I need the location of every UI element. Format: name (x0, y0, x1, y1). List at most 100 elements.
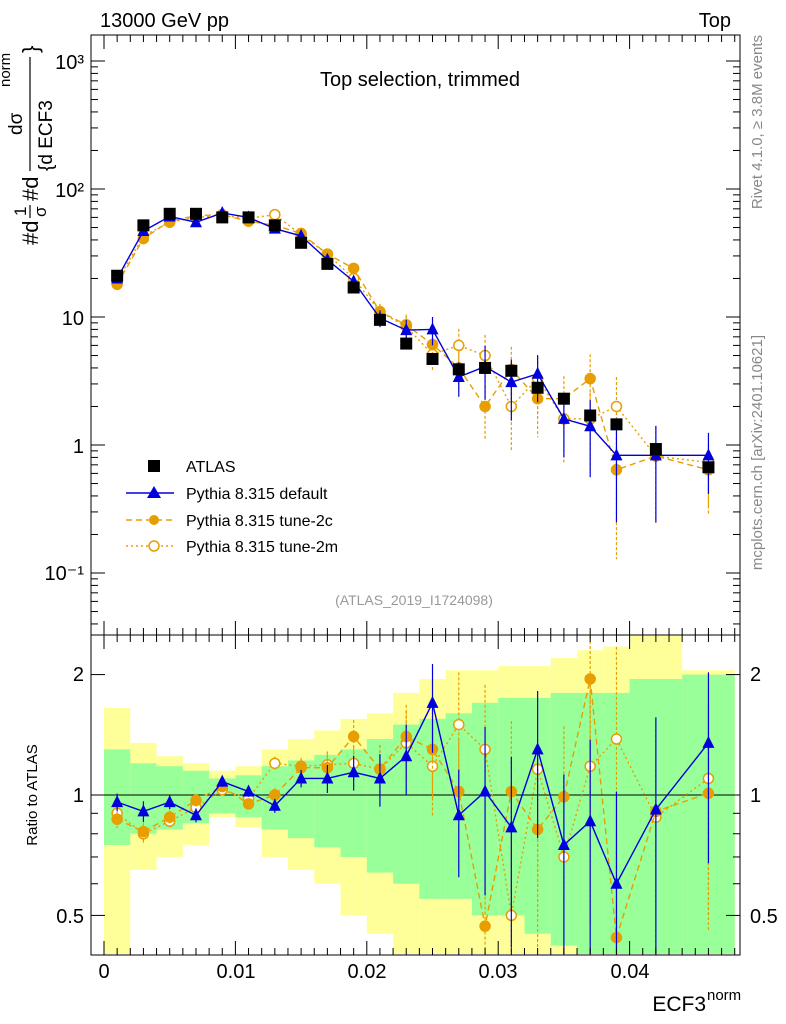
main-point-pythia-8-315-default (702, 448, 715, 461)
main-point-atlas (505, 364, 518, 377)
xtick-label: 0.02 (348, 961, 387, 983)
ratio-point-pythia-8-315-tune-2c (584, 673, 596, 685)
ratio-point-pythia-8-315-tune-2m (269, 757, 281, 770)
main-point-pythia-8-315-tune-2m (453, 339, 465, 352)
ratio-ytick-label: 2 (73, 664, 84, 686)
ratio-point-pythia-8-315-default (557, 837, 570, 850)
main-point-atlas (189, 207, 202, 220)
main-point-pythia-8-315-default (452, 369, 465, 382)
main-point-atlas (321, 257, 334, 270)
ratio-point-pythia-8-315-default (505, 820, 518, 833)
svg-text:1: 1 (11, 207, 30, 216)
ratio-ytick-label: 1 (73, 785, 84, 807)
x-axis-label-sup: norm (707, 987, 741, 1004)
svg-text:#d: #d (18, 177, 43, 201)
main-ytick-label: 10 (62, 308, 84, 330)
ratio-point-pythia-8-315-tune-2c (163, 811, 176, 823)
main-point-atlas (347, 281, 360, 294)
x-axis-label: ECF3 (652, 993, 706, 1016)
ratio-point-pythia-8-315-default (137, 804, 150, 817)
energy-label: 13000 GeV pp (100, 10, 229, 32)
main-point-atlas (295, 236, 308, 249)
axis-ticks (91, 35, 740, 955)
main-ytick-label: 10⁻¹ (45, 563, 85, 585)
ratio-point-pythia-8-315-tune-2c (111, 813, 123, 825)
process-label: Top (699, 10, 731, 32)
mcplots-label: mcplots.cern.ch [arXiv:2401.10621] (749, 335, 766, 570)
svg-text:{d ECF3: {d ECF3 (36, 100, 57, 171)
ratio-point-pythia-8-315-default (321, 771, 334, 784)
ratio-point-pythia-8-315-default (584, 814, 597, 827)
main-ytick-label: 10² (55, 180, 84, 202)
legend-label: Pythia 8.315 tune-2m (186, 539, 338, 556)
legend-marker-tune2c (149, 515, 159, 525)
ratio-point-pythia-8-315-tune-2c (242, 798, 255, 810)
ratio-point-pythia-8-315-default (426, 695, 439, 708)
main-point-atlas (373, 313, 386, 326)
main-point-atlas (137, 219, 150, 232)
main-point-pythia-8-315-default (531, 366, 544, 379)
legend-marker-atlas (148, 460, 160, 472)
rivet-label: Rivet 4.1.0, ≥ 3.8M events (749, 35, 766, 209)
ratio-point-pythia-8-315-default (111, 795, 124, 808)
main-point-atlas (400, 337, 413, 350)
svg-text:norm: norm (0, 53, 14, 87)
legend: ATLAS Pythia 8.315 default Pythia 8.315 … (126, 459, 338, 556)
ratio-point-pythia-8-315-default (452, 808, 465, 821)
ratio-ytick-label-right: 2 (750, 664, 761, 686)
main-ytick-label: 10³ (55, 52, 84, 74)
ratio-point-pythia-8-315-tune-2m (453, 718, 465, 731)
ratio-point-pythia-8-315-default (347, 765, 360, 778)
main-point-atlas (649, 443, 662, 456)
main-point-pythia-8-315-default (400, 323, 413, 336)
ratio-point-pythia-8-315-default (216, 774, 229, 787)
main-point-atlas (702, 461, 715, 474)
ratio-point-pythia-8-315-tune-2c (269, 789, 281, 801)
ratio-point-pythia-8-315-default (189, 808, 202, 821)
main-point-pythia-8-315-default (610, 448, 623, 461)
ratio-point-pythia-8-315-default (373, 771, 386, 784)
main-point-atlas (452, 363, 465, 376)
ratio-point-pythia-8-315-default (531, 742, 544, 755)
ratio-point-pythia-8-315-default (610, 876, 623, 889)
main-point-atlas (584, 409, 597, 422)
ratio-ytick-label-right: 1 (750, 785, 761, 807)
main-ytick-label: 1 (73, 436, 84, 458)
main-point-atlas (531, 381, 544, 394)
main-point-pythia-8-315-default (584, 419, 597, 432)
ratio-point-pythia-8-315-tune-2m (610, 733, 623, 745)
main-point-atlas (216, 211, 229, 224)
ratio-line-pythia-8-315-tune-2c (116, 678, 709, 938)
ratio-point-pythia-8-315-default (702, 735, 715, 748)
ratio-ytick-label: 0.5 (56, 906, 84, 928)
plot-title: Top selection, trimmed (320, 69, 520, 91)
main-point-pythia-8-315-default (426, 322, 439, 335)
main-point-pythia-8-315-tune-2m (269, 208, 281, 221)
xtick-label: 0.03 (479, 961, 518, 983)
ratio-uncertainty-bands (91, 636, 740, 954)
ratio-point-pythia-8-315-tune-2c (347, 730, 360, 743)
ratio-ytick-label-right: 0.5 (750, 906, 778, 928)
ratio-point-pythia-8-315-default (295, 771, 308, 784)
legend-label: ATLAS (186, 459, 236, 476)
main-point-atlas (242, 211, 255, 224)
svg-text:σ: σ (31, 206, 50, 217)
main-point-pythia-8-315-default (557, 411, 570, 424)
legend-label: Pythia 8.315 default (186, 486, 328, 503)
main-line-pythia-8-315-tune-2c (116, 213, 709, 471)
main-point-pythia-8-315-default (189, 215, 202, 228)
main-point-atlas (268, 219, 281, 232)
main-point-atlas (557, 392, 570, 405)
xtick-label: 0.01 (217, 961, 256, 983)
ratio-line-pythia-8-315-default (116, 700, 709, 886)
main-line-pythia-8-315-tune-2m (116, 213, 709, 464)
main-point-pythia-8-315-tune-2c (584, 372, 596, 385)
main-point-atlas (479, 361, 492, 374)
main-y-axis-label: #d 1 σ #d dσ {d ECF3 norm } (0, 46, 57, 245)
main-point-atlas (610, 418, 623, 431)
ratio-point-pythia-8-315-default (268, 798, 281, 811)
main-point-pythia-8-315-default (505, 375, 518, 388)
main-point-atlas (111, 269, 124, 282)
ratio-point-pythia-8-315-default (479, 784, 492, 797)
